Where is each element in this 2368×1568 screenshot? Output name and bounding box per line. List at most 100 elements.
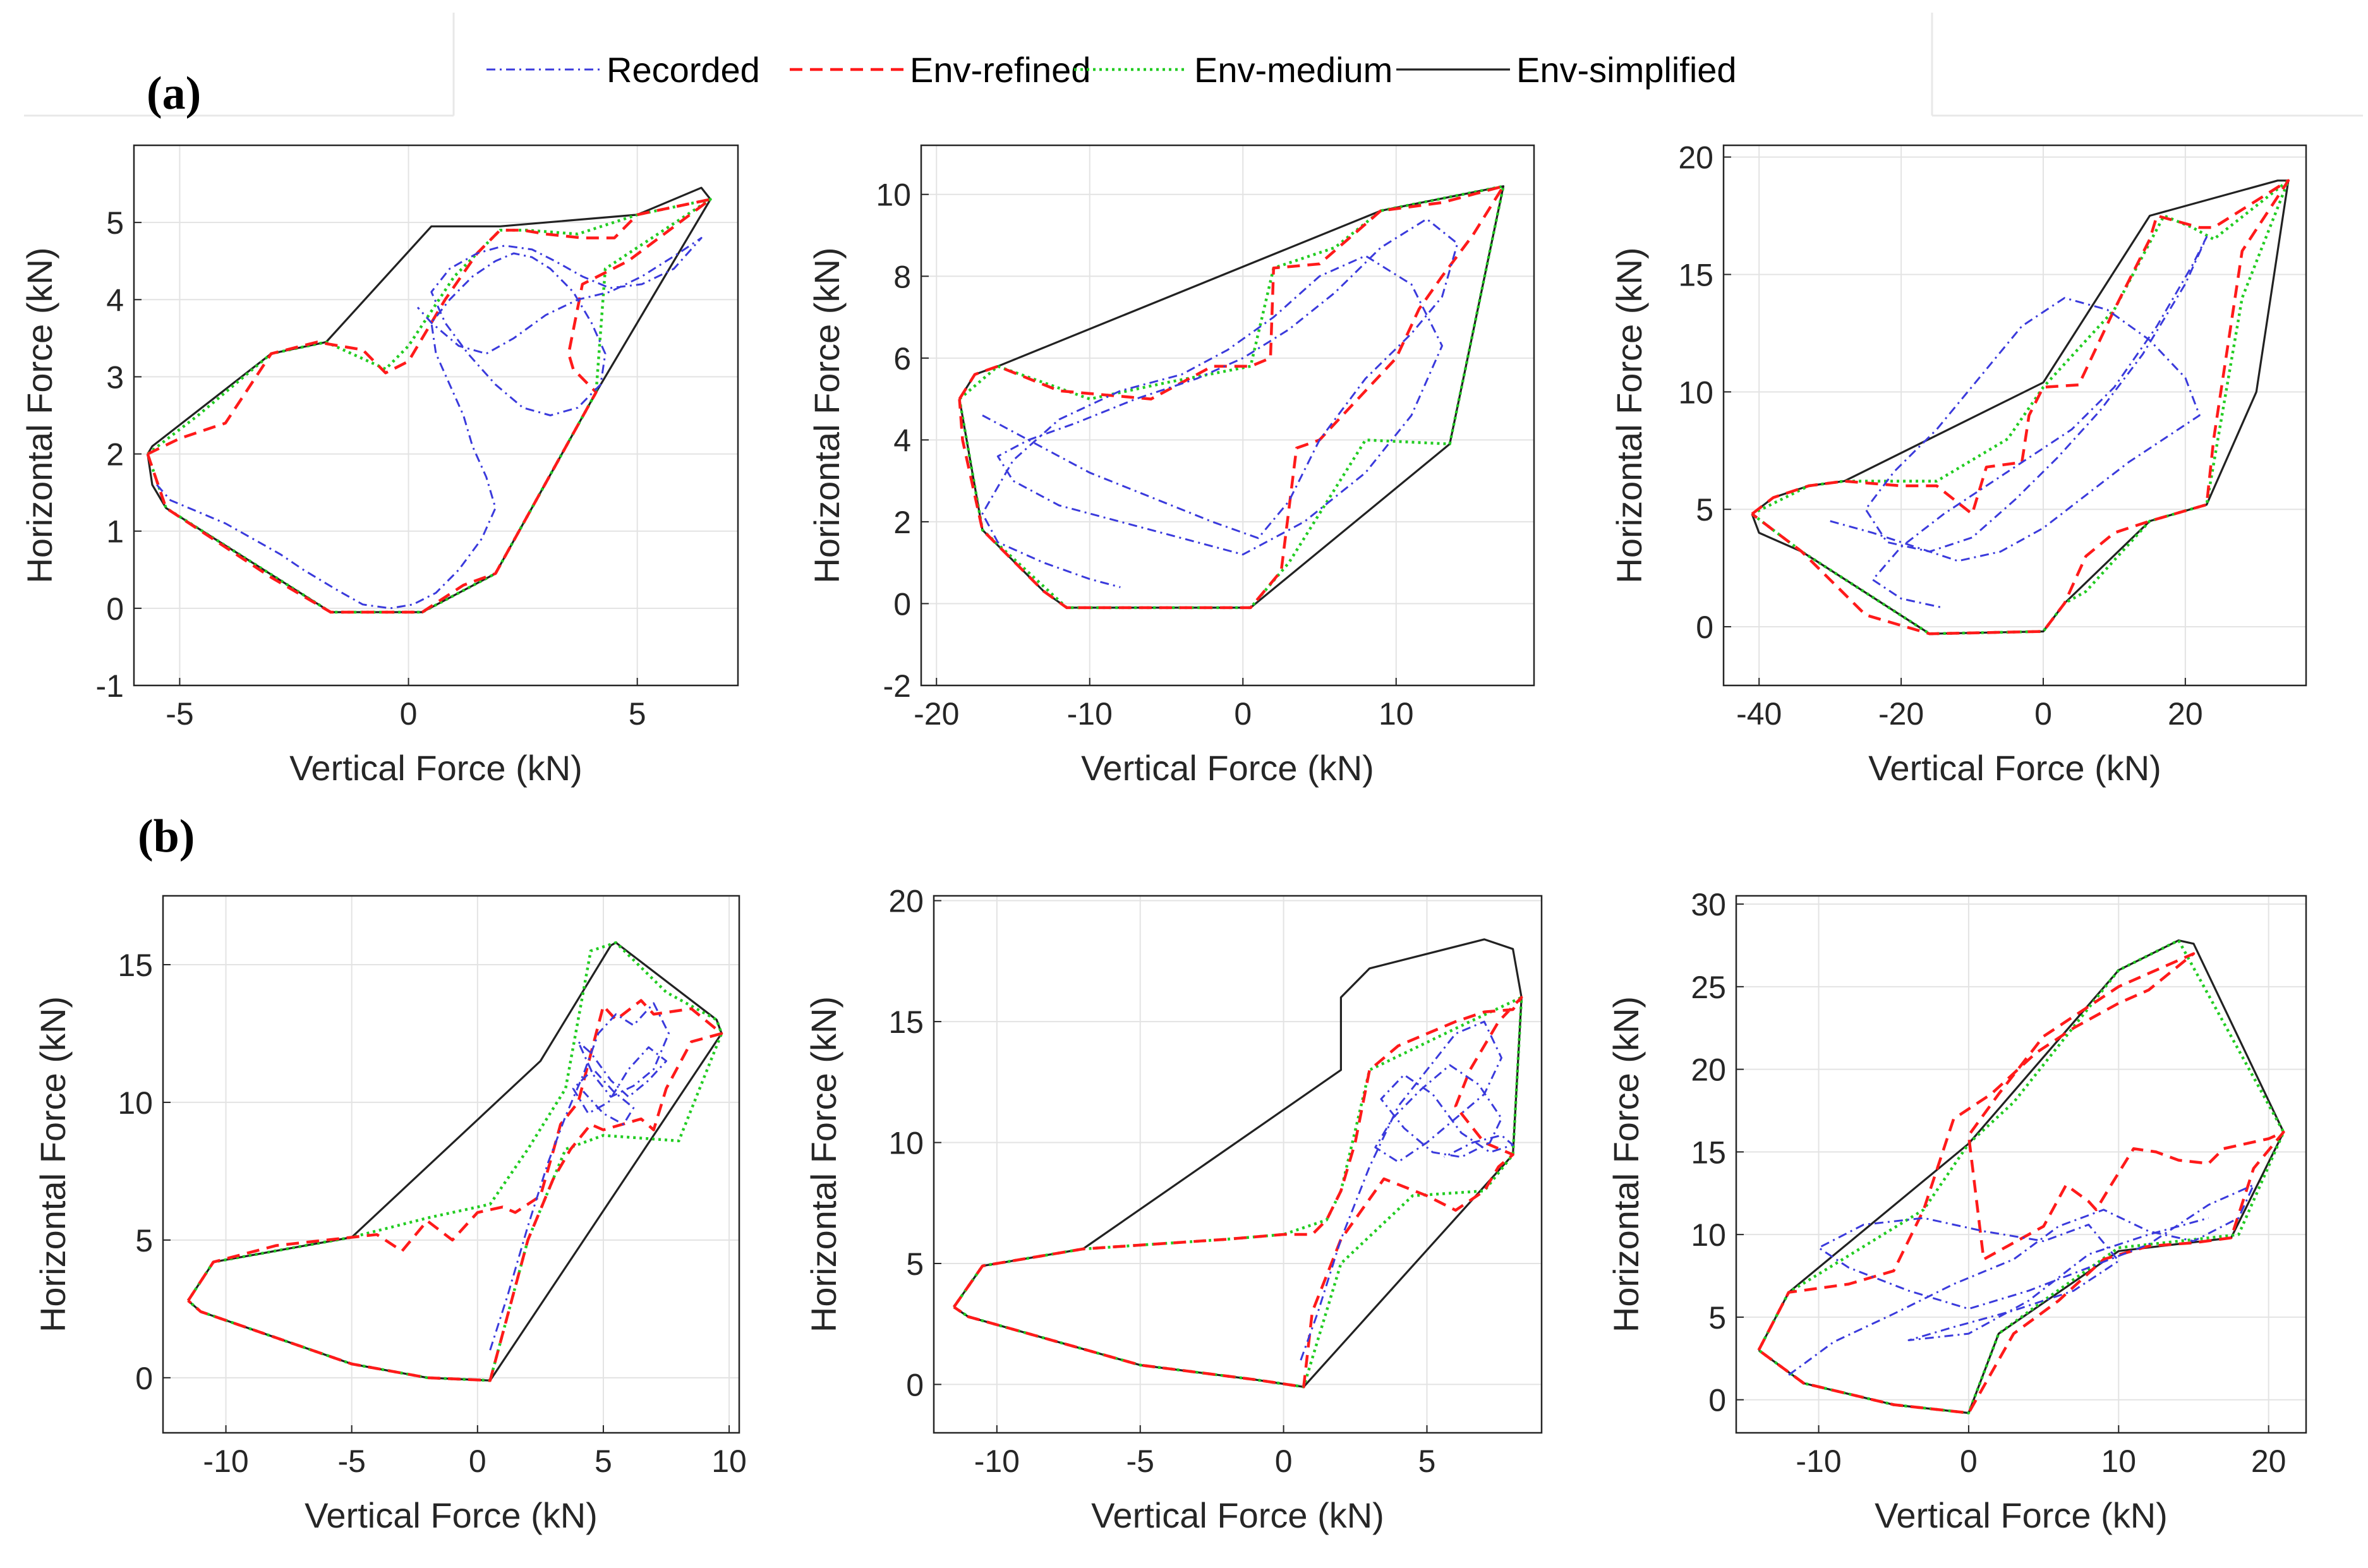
axes-frame (920, 144, 1535, 687)
x-tick-label: -5 (337, 1444, 365, 1479)
y-tick-label: 15 (888, 1004, 924, 1040)
y-tick-label: 10 (888, 1126, 924, 1161)
x-tick-label: -10 (203, 1444, 248, 1479)
y-tick-label: 0 (1708, 1383, 1726, 1418)
y-tick-label: 0 (1696, 610, 1713, 645)
x-tick-label: -5 (1126, 1444, 1154, 1479)
y-tick-label: 15 (1678, 257, 1713, 292)
plot-area (1736, 896, 2306, 1433)
x-axis-label: Vertical Force (kN) (289, 748, 583, 788)
x-tick-label: 0 (1960, 1444, 1978, 1479)
series-recorded (981, 218, 1459, 588)
x-tick-label: 10 (2101, 1444, 2136, 1479)
x-tick-label: -10 (1796, 1444, 1841, 1479)
y-tick-label: 15 (118, 948, 153, 983)
y-tick-label: 2 (106, 437, 124, 473)
x-axis-label: Vertical Force (kN) (1091, 1495, 1384, 1535)
x-tick-label: 20 (2168, 696, 2203, 732)
y-tick-label: 5 (906, 1246, 924, 1282)
y-tick-label: 5 (106, 205, 124, 241)
y-tick-label: 10 (118, 1085, 153, 1121)
plot-area (1724, 145, 2306, 685)
x-tick-label: -20 (1878, 696, 1924, 732)
legend-items: Recorded Env-refined Env-medium Env-simplif… (486, 50, 1737, 90)
axes-frame (133, 144, 739, 687)
y-tick-label: 4 (106, 282, 124, 318)
y-tick-label: 3 (106, 359, 124, 395)
legend-label: Env-refined (910, 50, 1090, 90)
x-axis-label: Vertical Force (kN) (1081, 748, 1374, 788)
legend: Recorded Env-refined Env-medium Env-simplif… (24, 13, 2363, 117)
x-tick-label: 0 (2034, 696, 2052, 732)
y-tick-label: 20 (1678, 140, 1713, 176)
x-tick-label: -10 (974, 1444, 1020, 1479)
series-group (146, 186, 712, 614)
series-group (1751, 179, 2290, 636)
y-axis-label: Horizontal Force (kN) (1609, 247, 1649, 583)
plot-area (163, 896, 739, 1433)
y-axis-label: Horizontal Force (kN) (1606, 996, 1646, 1332)
y-axis-label: Horizontal Force (kN) (807, 247, 847, 583)
x-tick-label: -10 (1067, 696, 1113, 732)
axes-frame (1722, 144, 2307, 687)
y-tick-label: 20 (1691, 1052, 1726, 1088)
y-tick-label: 0 (135, 1361, 153, 1396)
subplot-5: -10 -5 0 5 0 5 10 15 20 Vertical Force (kN) Horizo… (804, 884, 1543, 1535)
y-tick-label: 10 (1691, 1217, 1726, 1253)
y-tick-label: 2 (893, 505, 911, 540)
series-group (952, 938, 1523, 1389)
y-tick-label: 4 (893, 423, 911, 458)
series-env-refined (952, 996, 1523, 1389)
series-env-refined (146, 198, 712, 614)
series-group (1757, 939, 2285, 1414)
y-tick-label: 30 (1691, 887, 1726, 922)
y-axis-label: Horizontal Force (kN) (20, 247, 59, 583)
axes-frame (1735, 895, 2307, 1434)
y-tick-label: 5 (135, 1223, 153, 1258)
x-axis-label: Vertical Force (kN) (1868, 748, 2161, 788)
subplot-1: -5 0 5 -1 0 1 2 3 4 5 Vertical Force (kN) Horizonta… (20, 144, 739, 788)
series-recorded (489, 1002, 670, 1351)
subplot-4: -10 -5 0 5 10 0 5 10 15 Vertical Force (kN) Horizo… (33, 895, 747, 1535)
series-recorded (1830, 236, 2208, 609)
y-tick-label: 0 (906, 1367, 924, 1402)
y-tick-label: 10 (1678, 375, 1713, 410)
y-tick-label: 25 (1691, 970, 1726, 1005)
series-env-medium (958, 184, 1505, 610)
x-tick-label: 5 (595, 1444, 612, 1479)
y-tick-label: 10 (876, 178, 911, 213)
series-env-refined (1751, 179, 2290, 636)
legend-item-env-simplified: Env-simplified (1396, 50, 1737, 90)
x-tick-label: 20 (2251, 1444, 2286, 1479)
y-tick-label: -1 (96, 668, 124, 704)
series-env-medium (186, 941, 723, 1382)
series-env-medium (146, 198, 712, 614)
x-tick-label: 10 (711, 1444, 747, 1479)
x-tick-label: -40 (1736, 696, 1782, 732)
axes-frame (933, 895, 1543, 1434)
plot-area (934, 896, 1542, 1433)
y-tick-label: 5 (1708, 1300, 1726, 1336)
x-axis-label: Vertical Force (kN) (1875, 1495, 2168, 1535)
x-tick-label: 5 (1418, 1444, 1436, 1479)
legend-label: Env-medium (1194, 50, 1392, 90)
plot-area (921, 145, 1534, 685)
y-tick-label: 0 (893, 586, 911, 622)
y-axis-label: Horizontal Force (kN) (804, 996, 843, 1332)
x-tick-label: 0 (1275, 1444, 1293, 1479)
x-axis-label: Vertical Force (kN) (305, 1495, 598, 1535)
y-tick-label: 15 (1691, 1135, 1726, 1170)
y-tick-label: 8 (893, 259, 911, 294)
x-tick-label: -20 (914, 696, 959, 732)
y-axis-label: Horizontal Force (kN) (33, 996, 73, 1332)
legend-item-recorded: Recorded (486, 50, 760, 90)
series-env-refined (186, 999, 723, 1382)
y-tick-label: 1 (106, 514, 124, 550)
y-tick-label: 5 (1696, 492, 1713, 528)
y-tick-label: 6 (893, 341, 911, 377)
series-recorded (1788, 1184, 2255, 1376)
legend-item-env-medium: Env-medium (1074, 50, 1392, 90)
